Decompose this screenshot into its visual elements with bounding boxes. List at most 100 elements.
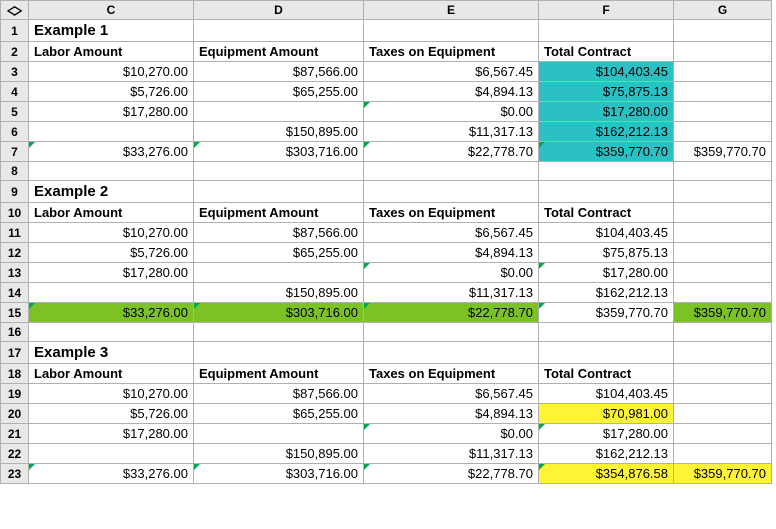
cell-G14[interactable] xyxy=(674,283,772,303)
cell-E8[interactable] xyxy=(364,162,539,181)
cell-F17[interactable] xyxy=(539,342,674,364)
cell-G16[interactable] xyxy=(674,323,772,342)
cell-C5[interactable]: $17,280.00 xyxy=(29,102,194,122)
column-header-F[interactable]: F xyxy=(539,1,674,20)
row-header-11[interactable]: 11 xyxy=(1,223,29,243)
cell-D19[interactable]: $87,566.00 xyxy=(194,384,364,404)
cell-F3[interactable]: $104,403.45 xyxy=(539,62,674,82)
cell-F7[interactable]: $359,770.70 xyxy=(539,142,674,162)
cell-C16[interactable] xyxy=(29,323,194,342)
cell-F8[interactable] xyxy=(539,162,674,181)
cell-F19[interactable]: $104,403.45 xyxy=(539,384,674,404)
column-header-C[interactable]: C xyxy=(29,1,194,20)
cell-C7[interactable]: $33,276.00 xyxy=(29,142,194,162)
cell-E9[interactable] xyxy=(364,181,539,203)
row-header-21[interactable]: 21 xyxy=(1,424,29,444)
row-header-2[interactable]: 2 xyxy=(1,42,29,62)
cell-G15[interactable]: $359,770.70 xyxy=(674,303,772,323)
cell-E1[interactable] xyxy=(364,20,539,42)
cell-C17[interactable]: Example 3 xyxy=(29,342,194,364)
cell-E17[interactable] xyxy=(364,342,539,364)
cell-G9[interactable] xyxy=(674,181,772,203)
cell-D6[interactable]: $150,895.00 xyxy=(194,122,364,142)
cell-E21[interactable]: $0.00 xyxy=(364,424,539,444)
cell-E4[interactable]: $4,894.13 xyxy=(364,82,539,102)
row-header-1[interactable]: 1 xyxy=(1,20,29,42)
cell-C22[interactable] xyxy=(29,444,194,464)
cell-G5[interactable] xyxy=(674,102,772,122)
row-header-20[interactable]: 20 xyxy=(1,404,29,424)
cell-C10[interactable]: Labor Amount xyxy=(29,203,194,223)
cell-G12[interactable] xyxy=(674,243,772,263)
row-header-17[interactable]: 17 xyxy=(1,342,29,364)
cell-F15[interactable]: $359,770.70 xyxy=(539,303,674,323)
cell-F2[interactable]: Total Contract xyxy=(539,42,674,62)
cell-C23[interactable]: $33,276.00 xyxy=(29,464,194,484)
cell-C8[interactable] xyxy=(29,162,194,181)
row-header-4[interactable]: 4 xyxy=(1,82,29,102)
cell-C14[interactable] xyxy=(29,283,194,303)
cell-C21[interactable]: $17,280.00 xyxy=(29,424,194,444)
cell-F9[interactable] xyxy=(539,181,674,203)
cell-F1[interactable] xyxy=(539,20,674,42)
cell-D1[interactable] xyxy=(194,20,364,42)
cell-G3[interactable] xyxy=(674,62,772,82)
cell-E14[interactable]: $11,317.13 xyxy=(364,283,539,303)
cell-G19[interactable] xyxy=(674,384,772,404)
row-header-7[interactable]: 7 xyxy=(1,142,29,162)
cell-G1[interactable] xyxy=(674,20,772,42)
cell-C1[interactable]: Example 1 xyxy=(29,20,194,42)
row-header-22[interactable]: 22 xyxy=(1,444,29,464)
cell-F20[interactable]: $70,981.00 xyxy=(539,404,674,424)
cell-D2[interactable]: Equipment Amount xyxy=(194,42,364,62)
cell-C20[interactable]: $5,726.00 xyxy=(29,404,194,424)
cell-G7[interactable]: $359,770.70 xyxy=(674,142,772,162)
cell-G10[interactable] xyxy=(674,203,772,223)
cell-D13[interactable] xyxy=(194,263,364,283)
cell-F10[interactable]: Total Contract xyxy=(539,203,674,223)
cell-D18[interactable]: Equipment Amount xyxy=(194,364,364,384)
cell-G21[interactable] xyxy=(674,424,772,444)
cell-G2[interactable] xyxy=(674,42,772,62)
cell-E15[interactable]: $22,778.70 xyxy=(364,303,539,323)
cell-D7[interactable]: $303,716.00 xyxy=(194,142,364,162)
cell-E18[interactable]: Taxes on Equipment xyxy=(364,364,539,384)
cell-D10[interactable]: Equipment Amount xyxy=(194,203,364,223)
cell-F14[interactable]: $162,212.13 xyxy=(539,283,674,303)
cell-G23[interactable]: $359,770.70 xyxy=(674,464,772,484)
cell-D5[interactable] xyxy=(194,102,364,122)
cell-C12[interactable]: $5,726.00 xyxy=(29,243,194,263)
row-header-3[interactable]: 3 xyxy=(1,62,29,82)
cell-E6[interactable]: $11,317.13 xyxy=(364,122,539,142)
row-header-9[interactable]: 9 xyxy=(1,181,29,203)
column-header-E[interactable]: E xyxy=(364,1,539,20)
row-header-5[interactable]: 5 xyxy=(1,102,29,122)
cell-D21[interactable] xyxy=(194,424,364,444)
cell-C9[interactable]: Example 2 xyxy=(29,181,194,203)
cell-C13[interactable]: $17,280.00 xyxy=(29,263,194,283)
cell-F16[interactable] xyxy=(539,323,674,342)
spreadsheet-grid[interactable]: ◇ CDEFG 1Example 12Labor AmountEquipment… xyxy=(0,0,772,484)
cell-G6[interactable] xyxy=(674,122,772,142)
cell-D11[interactable]: $87,566.00 xyxy=(194,223,364,243)
cell-F4[interactable]: $75,875.13 xyxy=(539,82,674,102)
cell-F11[interactable]: $104,403.45 xyxy=(539,223,674,243)
cell-E22[interactable]: $11,317.13 xyxy=(364,444,539,464)
row-header-13[interactable]: 13 xyxy=(1,263,29,283)
cell-E19[interactable]: $6,567.45 xyxy=(364,384,539,404)
cell-E12[interactable]: $4,894.13 xyxy=(364,243,539,263)
cell-G4[interactable] xyxy=(674,82,772,102)
cell-G17[interactable] xyxy=(674,342,772,364)
cell-F12[interactable]: $75,875.13 xyxy=(539,243,674,263)
cell-C6[interactable] xyxy=(29,122,194,142)
cell-D3[interactable]: $87,566.00 xyxy=(194,62,364,82)
cell-F6[interactable]: $162,212.13 xyxy=(539,122,674,142)
cell-E10[interactable]: Taxes on Equipment xyxy=(364,203,539,223)
cell-E13[interactable]: $0.00 xyxy=(364,263,539,283)
row-header-23[interactable]: 23 xyxy=(1,464,29,484)
cell-F5[interactable]: $17,280.00 xyxy=(539,102,674,122)
cell-E16[interactable] xyxy=(364,323,539,342)
cell-G13[interactable] xyxy=(674,263,772,283)
cell-G22[interactable] xyxy=(674,444,772,464)
row-header-12[interactable]: 12 xyxy=(1,243,29,263)
